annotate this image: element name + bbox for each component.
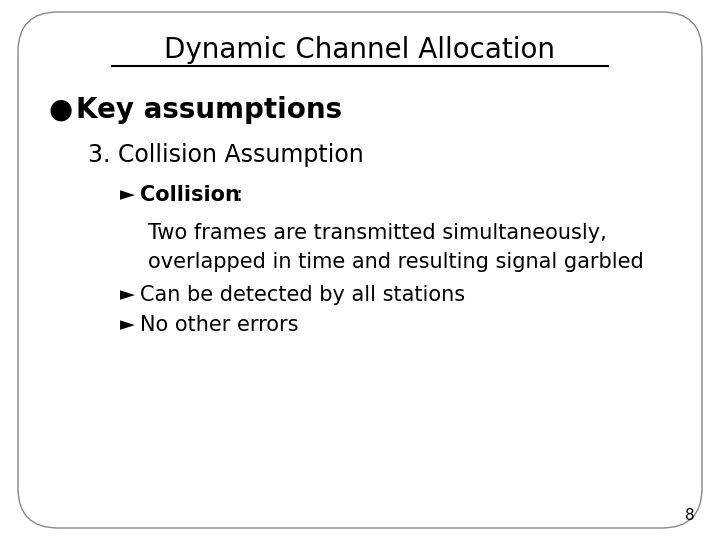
- Text: ►: ►: [120, 315, 135, 334]
- Text: Two frames are transmitted simultaneously,: Two frames are transmitted simultaneousl…: [148, 223, 607, 243]
- Text: 8: 8: [685, 508, 695, 523]
- Text: No other errors: No other errors: [140, 315, 299, 335]
- Text: ►: ►: [120, 186, 135, 205]
- Text: Dynamic Channel Allocation: Dynamic Channel Allocation: [164, 36, 556, 64]
- Text: Collision: Collision: [140, 185, 240, 205]
- Text: 3. Collision Assumption: 3. Collision Assumption: [88, 143, 364, 167]
- Text: ►: ►: [120, 286, 135, 305]
- Text: overlapped in time and resulting signal garbled: overlapped in time and resulting signal …: [148, 252, 644, 272]
- Text: ●: ●: [48, 96, 72, 124]
- Text: Key assumptions: Key assumptions: [76, 96, 342, 124]
- Text: :: :: [235, 185, 242, 205]
- FancyBboxPatch shape: [18, 12, 702, 528]
- Text: Can be detected by all stations: Can be detected by all stations: [140, 285, 465, 305]
